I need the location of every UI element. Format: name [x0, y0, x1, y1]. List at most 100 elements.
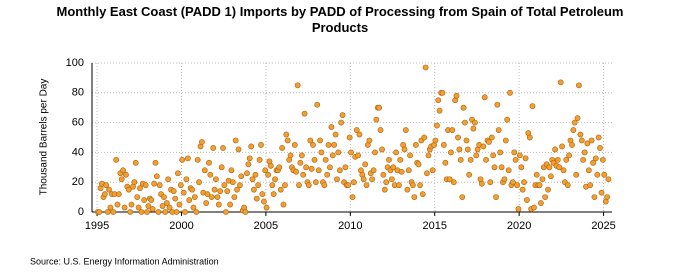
data-point — [312, 179, 319, 186]
data-point — [434, 122, 440, 129]
data-point — [587, 182, 594, 189]
data-point — [554, 156, 561, 163]
data-point — [279, 145, 286, 151]
data-point — [545, 186, 551, 193]
data-point — [449, 127, 456, 133]
data-point — [459, 194, 466, 200]
data-point — [208, 194, 215, 200]
data-point — [177, 182, 184, 189]
data-point — [217, 188, 224, 195]
data-point — [238, 173, 245, 180]
data-point — [505, 167, 512, 174]
y-tick-label: 80 — [72, 87, 84, 99]
data-point — [419, 191, 426, 198]
data-point — [172, 195, 179, 202]
data-point — [591, 194, 598, 200]
data-point — [538, 200, 544, 206]
data-point — [336, 167, 343, 174]
data-point — [594, 171, 601, 178]
data-point — [213, 176, 219, 183]
data-point — [493, 194, 499, 200]
data-point — [377, 127, 384, 133]
data-point — [234, 186, 240, 193]
data-point — [598, 189, 605, 196]
data-point — [210, 145, 217, 151]
data-point — [307, 137, 314, 144]
data-point — [332, 131, 339, 138]
data-point — [462, 119, 468, 126]
data-point — [547, 173, 554, 180]
data-point — [293, 168, 300, 175]
data-point — [460, 104, 467, 111]
data-point — [159, 203, 166, 209]
data-point — [193, 209, 200, 215]
data-point — [348, 149, 354, 156]
data-point — [231, 194, 238, 200]
data-point — [448, 149, 454, 156]
data-point — [440, 142, 447, 148]
data-point — [270, 191, 277, 198]
data-point — [120, 167, 126, 174]
data-point — [453, 92, 460, 99]
data-point — [542, 194, 549, 200]
data-point — [141, 197, 148, 203]
data-point — [199, 139, 205, 145]
data-point — [315, 167, 322, 174]
data-point — [502, 137, 509, 144]
data-point — [570, 127, 577, 133]
data-point — [161, 194, 167, 200]
data-point — [592, 155, 599, 162]
data-point — [151, 180, 158, 187]
data-point — [577, 131, 584, 138]
data-point — [155, 209, 162, 215]
data-point — [114, 201, 121, 208]
data-point — [149, 206, 156, 212]
data-point — [156, 182, 163, 189]
data-point — [220, 145, 226, 151]
data-point — [564, 182, 571, 189]
data-point — [277, 186, 284, 193]
data-point — [300, 171, 307, 178]
data-point — [236, 182, 243, 189]
data-point — [179, 156, 186, 163]
data-point — [526, 134, 533, 141]
data-point — [446, 176, 453, 183]
data-point — [455, 134, 461, 141]
data-point — [436, 107, 443, 114]
data-point — [381, 186, 388, 193]
data-point — [522, 155, 529, 162]
data-point — [211, 186, 218, 193]
data-point — [255, 182, 262, 189]
data-point — [350, 179, 357, 186]
data-point — [605, 176, 612, 183]
data-point — [138, 209, 145, 215]
data-point — [490, 152, 497, 159]
data-point — [511, 149, 518, 156]
data-point — [267, 162, 274, 169]
data-point — [314, 101, 321, 108]
data-point — [284, 137, 291, 144]
data-point — [478, 180, 485, 187]
data-point — [425, 152, 432, 159]
data-point — [305, 182, 312, 189]
data-point — [407, 152, 413, 159]
data-point — [401, 146, 408, 153]
data-point — [298, 152, 305, 159]
data-point — [507, 89, 513, 96]
data-point — [218, 164, 225, 171]
data-point — [529, 103, 536, 110]
data-point — [417, 182, 423, 189]
data-point — [311, 156, 318, 163]
data-point — [552, 146, 559, 153]
data-point — [411, 194, 418, 200]
data-point — [170, 188, 177, 195]
data-point — [421, 134, 428, 141]
data-point — [524, 197, 530, 203]
data-point — [301, 110, 308, 117]
data-point — [163, 200, 170, 206]
data-point — [244, 170, 250, 177]
data-point — [324, 171, 331, 178]
data-point — [483, 156, 489, 163]
data-point — [189, 186, 196, 193]
